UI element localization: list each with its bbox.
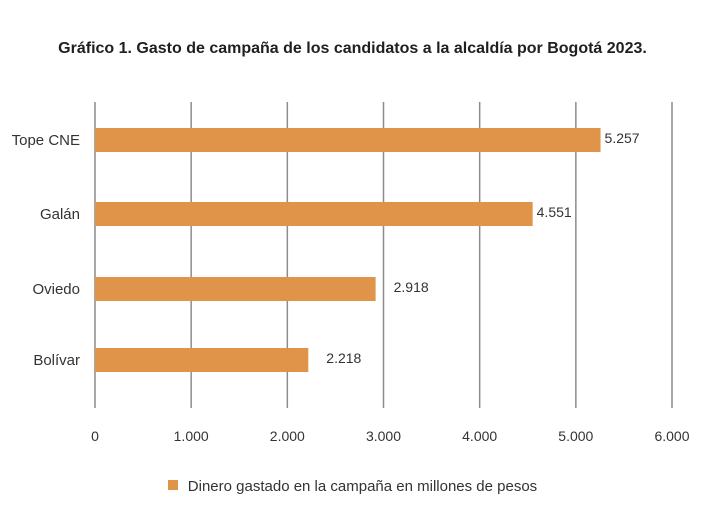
x-tick-label: 0: [91, 428, 99, 444]
data-label: 4.551: [537, 204, 572, 220]
bar: [95, 128, 601, 152]
x-tick-labels: 0 1.000 2.000 3.000 4.000 5.000 6.000: [91, 428, 690, 444]
bars: [95, 128, 601, 372]
chart-title: Gráfico 1. Gasto de campaña de los candi…: [58, 40, 647, 57]
data-label: 2.218: [326, 350, 361, 366]
x-tick-label: 2.000: [270, 428, 305, 444]
bar: [95, 277, 376, 301]
category-label: Galán: [40, 206, 80, 223]
data-label: 5.257: [605, 130, 640, 146]
bar: [95, 202, 533, 226]
x-tick-label: 1.000: [174, 428, 209, 444]
category-label: Tope CNE: [12, 132, 80, 149]
x-tick-label: 5.000: [558, 428, 593, 444]
x-tick-label: 3.000: [366, 428, 401, 444]
category-label: Oviedo: [32, 281, 80, 298]
legend-label: Dinero gastado en la campaña en millones…: [187, 478, 538, 495]
data-labels: 5.257 4.551 2.918 2.218: [326, 130, 639, 366]
category-labels: Tope CNE Galán Oviedo Bolívar: [12, 132, 80, 369]
legend-swatch: [167, 480, 178, 490]
x-tick-label: 4.000: [462, 428, 497, 444]
legend: Dinero gastado en la campaña en millones…: [0, 478, 705, 495]
data-label: 2.918: [394, 279, 429, 295]
category-label: Bolívar: [33, 352, 80, 369]
bar: [95, 348, 309, 372]
x-tick-label: 6.000: [654, 428, 689, 444]
